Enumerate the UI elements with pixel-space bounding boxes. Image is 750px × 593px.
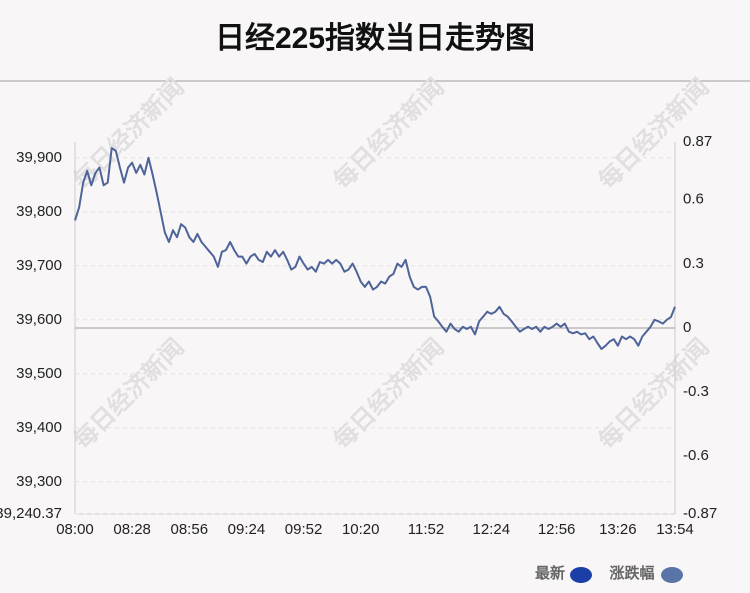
legend-label: 涨跌幅: [609, 564, 654, 582]
y-tick-label: 39,300: [16, 473, 62, 490]
y2-tick-label: -0.6: [683, 447, 709, 464]
y2-tick-label: 0: [683, 319, 691, 336]
y2-tick-label: 0.87: [683, 133, 712, 150]
y-tick-label: 39,240.37: [0, 505, 62, 522]
y2-tick-label: -0.3: [683, 383, 709, 400]
x-tick-label: 10:20: [342, 521, 380, 538]
y2-tick-label: 0.6: [683, 191, 704, 208]
x-tick-label: 08:00: [56, 521, 94, 538]
x-tick-label: 08:56: [171, 521, 209, 538]
x-tick-label: 08:28: [113, 521, 151, 538]
chart-title: 日经225指数当日走势图: [215, 21, 535, 55]
y-tick-label: 39,400: [16, 419, 62, 436]
x-tick-label: 11:52: [408, 521, 444, 538]
y-tick-label: 39,900: [16, 149, 62, 166]
y2-tick-label: -0.87: [683, 505, 717, 522]
y2-tick-label: 0.3: [683, 255, 704, 272]
legend-swatch: [661, 567, 683, 583]
x-tick-label: 09:24: [228, 521, 266, 538]
x-tick-label: 12:24: [473, 521, 511, 538]
y-tick-label: 39,500: [16, 365, 62, 382]
x-tick-label: 13:54: [656, 521, 694, 538]
price-line: [74, 147, 676, 350]
y-tick-label: 39,800: [16, 203, 62, 220]
y-tick-label: 39,700: [16, 257, 62, 274]
legend-swatch: [570, 567, 592, 583]
y-tick-label: 39,600: [16, 311, 62, 328]
x-tick-label: 12:56: [538, 521, 576, 538]
x-tick-label: 13:26: [599, 521, 637, 538]
legend-label: 最新: [535, 564, 565, 582]
x-tick-label: 09:52: [285, 521, 323, 538]
